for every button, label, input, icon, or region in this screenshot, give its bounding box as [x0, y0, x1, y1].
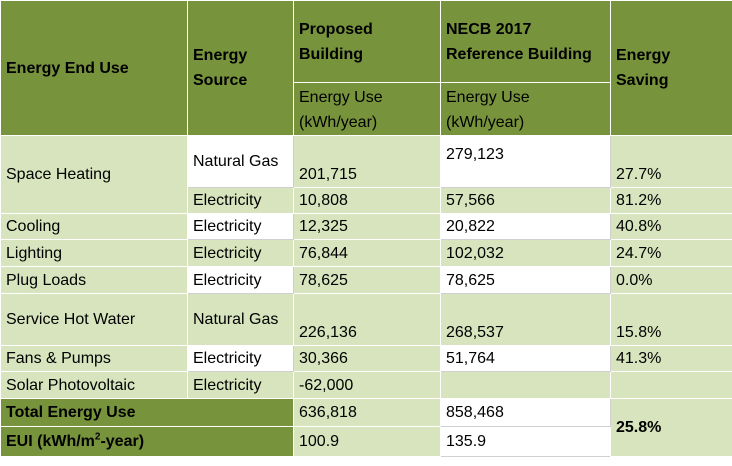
row-total-label: Total Energy Use — [0, 398, 294, 427]
row-space-heating-elec-reference: 57,566 — [440, 187, 611, 214]
row-lighting-proposed: 76,844 — [293, 239, 441, 267]
row-cooling-saving: 40.8% — [610, 213, 732, 240]
row-solar-proposed: -62,000 — [293, 371, 441, 399]
row-hot-water-reference: 268,537 — [440, 293, 611, 346]
row-plug-loads-reference: 78,625 — [440, 266, 611, 294]
header-reference: NECB 2017 Reference Building — [440, 0, 611, 83]
row-space-heating-elec-proposed: 10,808 — [293, 187, 441, 214]
row-hot-water-source: Natural Gas — [187, 293, 294, 346]
header-reference-units: Energy Use (kWh/year) — [440, 82, 611, 136]
row-solar-source: Electricity — [187, 371, 294, 399]
row-space-heating-label: Space Heating — [0, 135, 188, 214]
row-space-heating-gas-proposed: 201,715 — [293, 135, 441, 188]
header-proposed-units: Energy Use (kWh/year) — [293, 82, 441, 136]
header-saving: Energy Saving — [610, 0, 732, 136]
row-eui-proposed: 100.9 — [293, 426, 441, 457]
row-space-heating-gas-reference: 279,123 — [440, 135, 611, 188]
row-cooling-source: Electricity — [187, 213, 294, 240]
row-space-heating-elec-source: Electricity — [187, 187, 294, 214]
row-hot-water-label: Service Hot Water — [0, 293, 188, 346]
row-lighting-saving: 24.7% — [610, 239, 732, 267]
row-hot-water-saving: 15.8% — [610, 293, 732, 346]
row-solar-reference — [440, 371, 611, 399]
row-plug-loads-source: Electricity — [187, 266, 294, 294]
row-eui-reference: 135.9 — [440, 426, 611, 457]
row-eui-label: EUI (kWh/m2-year) — [0, 426, 294, 457]
eui-label-prefix: EUI (kWh/m — [6, 433, 95, 450]
row-fans-reference: 51,764 — [440, 345, 611, 372]
row-fans-source: Electricity — [187, 345, 294, 372]
row-cooling-label: Cooling — [0, 213, 188, 240]
row-space-heating-elec-saving: 81.2% — [610, 187, 732, 214]
row-lighting-source: Electricity — [187, 239, 294, 267]
row-space-heating-gas-saving: 27.7% — [610, 135, 732, 188]
row-fans-label: Fans & Pumps — [0, 345, 188, 372]
row-cooling-proposed: 12,325 — [293, 213, 441, 240]
row-hot-water-proposed: 226,136 — [293, 293, 441, 346]
row-total-reference: 858,468 — [440, 398, 611, 427]
row-space-heating-gas-source: Natural Gas — [187, 135, 294, 188]
header-source: Energy Source — [187, 0, 294, 136]
header-end-use: Energy End Use — [0, 0, 188, 136]
row-lighting-label: Lighting — [0, 239, 188, 267]
row-plug-loads-label: Plug Loads — [0, 266, 188, 294]
row-solar-label: Solar Photovoltaic — [0, 371, 188, 399]
row-plug-loads-saving: 0.0% — [610, 266, 732, 294]
row-total-proposed: 636,818 — [293, 398, 441, 427]
row-solar-saving — [610, 371, 732, 399]
row-fans-proposed: 30,366 — [293, 345, 441, 372]
row-cooling-reference: 20,822 — [440, 213, 611, 240]
row-total-saving: 25.8% — [610, 398, 732, 457]
row-fans-saving: 41.3% — [610, 345, 732, 372]
row-plug-loads-proposed: 78,625 — [293, 266, 441, 294]
eui-label-sup: 2 — [94, 431, 101, 443]
eui-label-suffix: -year) — [100, 433, 145, 450]
header-proposed: Proposed Building — [293, 0, 441, 83]
row-lighting-reference: 102,032 — [440, 239, 611, 267]
